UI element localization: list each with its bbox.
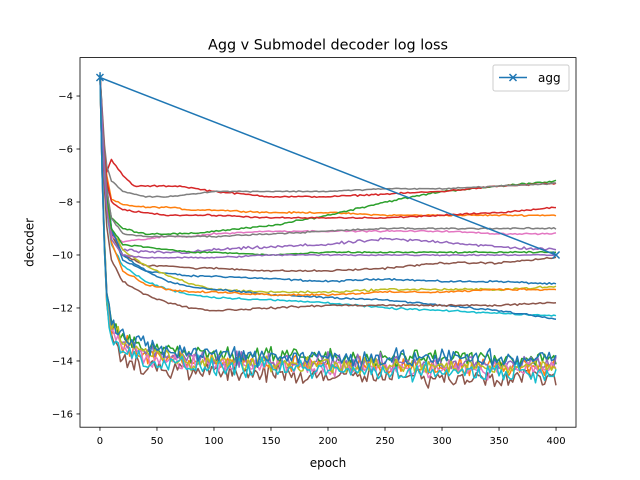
legend: agg: [492, 64, 570, 92]
submodel-line: [99, 77, 557, 294]
submodel-line: [99, 74, 557, 198]
x-tick-label: 0: [97, 436, 103, 447]
x-tick-label: 100: [204, 436, 223, 447]
agg-marker: [552, 250, 561, 260]
y-tick-label: −10: [52, 251, 73, 262]
submodel-line: [99, 74, 557, 297]
x-axis-label: epoch: [310, 456, 347, 470]
submodel-line: [99, 74, 557, 259]
x-tick-label: 250: [375, 436, 394, 447]
submodel-noisy-line: [99, 74, 557, 371]
series-layer: [95, 72, 561, 389]
y-axis-label: decoder: [23, 218, 37, 267]
submodel-line: [99, 74, 557, 238]
x-tick-label: 200: [318, 436, 337, 447]
y-tick-label: −4: [58, 92, 73, 103]
x-axis: 0 50 100 150 200 250 300 350 400: [97, 427, 566, 447]
submodel-line: [99, 74, 557, 257]
x-tick-label: 50: [151, 436, 164, 447]
legend-label-agg: agg: [538, 71, 561, 85]
submodel-line: [99, 74, 557, 312]
x-tick-label: 400: [546, 436, 565, 447]
y-tick-label: −16: [52, 410, 73, 421]
submodel-noisy-line: [99, 74, 557, 370]
submodel-line: [99, 74, 557, 273]
submodel-line: [99, 74, 557, 255]
x-tick-label: 150: [261, 436, 280, 447]
agg-line: [99, 76, 557, 256]
submodel-line: [99, 77, 557, 217]
submodel-noisy-line: [99, 74, 557, 384]
x-tick-label: 350: [489, 436, 508, 447]
y-tick-label: −6: [58, 145, 73, 156]
submodel-line: [99, 77, 557, 317]
submodel-line: [99, 74, 557, 320]
submodel-line: [99, 74, 557, 199]
agg-marker: [95, 73, 104, 82]
plot-frame: [79, 57, 577, 428]
y-tick-label: −14: [52, 357, 73, 368]
y-tick-label: −12: [52, 304, 73, 315]
legend-marker-agg: [508, 73, 518, 82]
x-tick-label: 300: [432, 436, 451, 447]
y-tick-label: −8: [58, 198, 73, 209]
submodel-line: [99, 72, 557, 286]
submodel-line: [99, 74, 557, 220]
legend-box: [492, 64, 570, 92]
y-axis: −16 −14 −12 −10 −8 −6 −4: [52, 92, 80, 421]
chart-title: Agg v Submodel decoder log loss: [208, 38, 448, 54]
